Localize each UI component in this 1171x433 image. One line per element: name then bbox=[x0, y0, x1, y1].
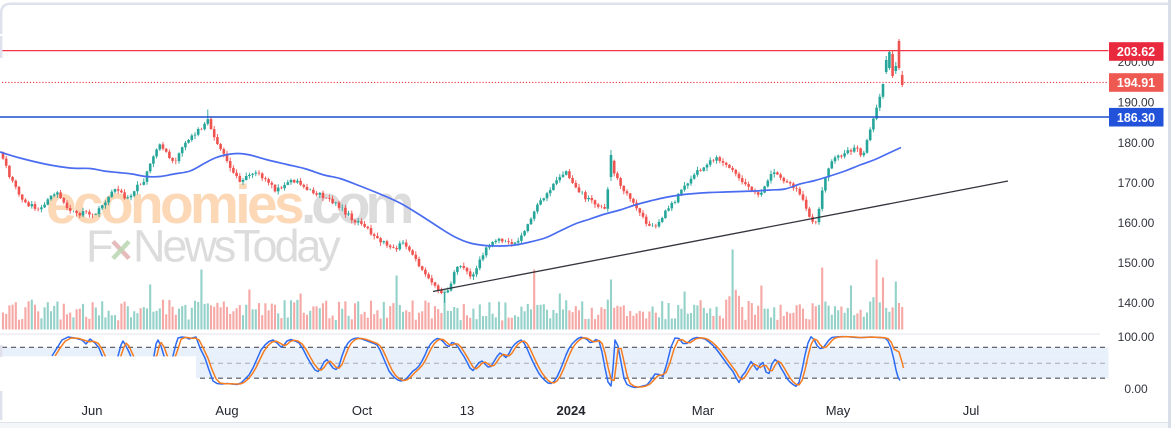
svg-text:160.00: 160.00 bbox=[1118, 216, 1155, 230]
svg-text:.com: .com bbox=[301, 173, 411, 235]
svg-text:F: F bbox=[86, 221, 112, 272]
svg-text:May: May bbox=[826, 403, 851, 418]
svg-text:Mar: Mar bbox=[692, 403, 715, 418]
svg-text:140.00: 140.00 bbox=[1118, 296, 1155, 310]
svg-text:170.00: 170.00 bbox=[1118, 176, 1155, 190]
svg-text:Aug: Aug bbox=[215, 403, 238, 418]
svg-text:203.62: 203.62 bbox=[1117, 45, 1155, 59]
svg-text:NewsToday: NewsToday bbox=[133, 221, 341, 272]
svg-text:Oct: Oct bbox=[352, 403, 373, 418]
svg-text:13: 13 bbox=[460, 403, 474, 418]
svg-text:180.00: 180.00 bbox=[1118, 136, 1155, 150]
svg-text:150.00: 150.00 bbox=[1118, 256, 1155, 270]
svg-text:194.91: 194.91 bbox=[1117, 76, 1155, 90]
svg-text:economies: economies bbox=[46, 173, 303, 235]
svg-text:Jul: Jul bbox=[963, 403, 980, 418]
svg-text:100.00: 100.00 bbox=[1118, 330, 1155, 344]
svg-text:2024: 2024 bbox=[557, 403, 587, 418]
svg-text:Jun: Jun bbox=[82, 403, 103, 418]
svg-text:186.30: 186.30 bbox=[1117, 111, 1155, 125]
svg-text:0.00: 0.00 bbox=[1124, 382, 1148, 396]
svg-text:190.00: 190.00 bbox=[1118, 96, 1155, 110]
